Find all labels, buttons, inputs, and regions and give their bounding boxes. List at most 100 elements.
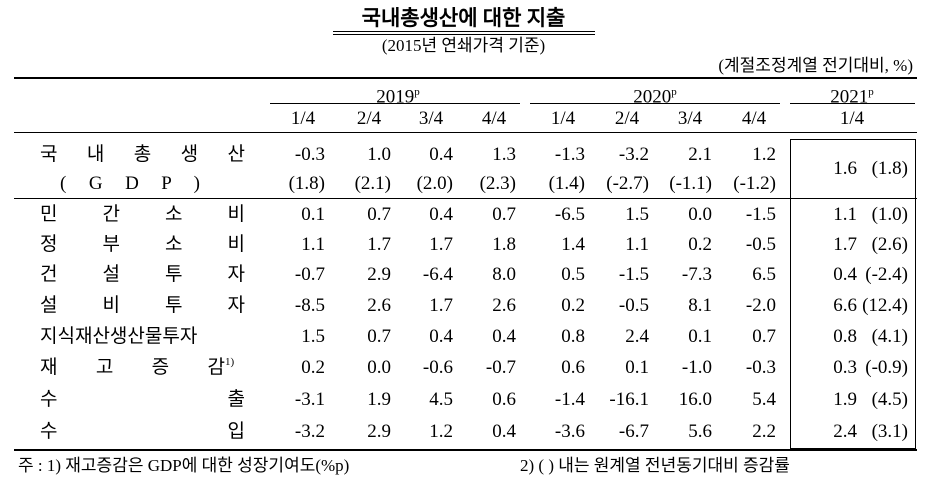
cell: (1.4): [548, 173, 585, 194]
cell: 5.4: [752, 389, 776, 410]
year-rule: [790, 103, 915, 104]
cell: 1.6: [833, 158, 857, 179]
cell: -0.6: [422, 357, 453, 378]
cell: 2.4: [833, 421, 857, 442]
cell: 2.2: [752, 421, 776, 442]
cell: 0.4: [429, 326, 453, 347]
cell: (2.0): [416, 173, 453, 194]
cell: (1.8): [871, 158, 908, 179]
cell: -1.5: [745, 204, 776, 225]
footnote: 주 : 1) 재고증감은 GDP에 대한 성장기여도(%p): [18, 456, 350, 475]
cell: 1.5: [625, 204, 649, 225]
row-label: 수 출: [40, 389, 245, 410]
cell: 0.2: [561, 295, 585, 316]
cell: -0.3: [294, 144, 325, 165]
cell: 16.0: [678, 389, 712, 410]
cell: -2.0: [745, 295, 776, 316]
cell: -3.6: [554, 421, 585, 442]
unit: (계절조정계열 전기대비, %): [718, 56, 913, 75]
cell: 0.6: [561, 357, 585, 378]
row-label: 지식재산생산물투자: [40, 326, 198, 347]
cell: 6.6: [833, 295, 857, 316]
cell: 1.3: [492, 144, 516, 165]
cell: -3.2: [618, 144, 649, 165]
cell: (3.1): [871, 421, 908, 442]
year-sup: p: [868, 86, 874, 98]
rule: [14, 77, 917, 79]
quarter-header: 1/4: [290, 108, 316, 129]
cell: 5.6: [688, 421, 712, 442]
cell: (2.3): [479, 173, 516, 194]
cell: (4.1): [871, 326, 908, 347]
cell: 4.5: [429, 389, 453, 410]
cell: -1.0: [681, 357, 712, 378]
cell: 1.8: [492, 234, 516, 255]
row-label: 민 간 소 비: [40, 204, 245, 225]
cell: (1.8): [288, 173, 325, 194]
year-rule: [530, 103, 780, 104]
cell: 1.1: [301, 234, 325, 255]
cell: 2.9: [367, 421, 391, 442]
cell: 0.4: [833, 264, 857, 285]
cell: -3.2: [294, 421, 325, 442]
cell: 0.1: [688, 326, 712, 347]
year: 2021: [830, 86, 869, 108]
row-label: 수 입: [40, 421, 245, 442]
cell: -6.4: [422, 264, 453, 285]
cell: 1.1: [625, 234, 649, 255]
year: 2020: [633, 86, 672, 108]
cell: -7.3: [681, 264, 712, 285]
cell: 0.4: [429, 144, 453, 165]
cell: 8.0: [492, 264, 516, 285]
quarter-header: 2/4: [614, 108, 640, 129]
cell: 2.9: [367, 264, 391, 285]
cell: 0.4: [492, 421, 516, 442]
cell: 0.5: [561, 264, 585, 285]
cell: 2.6: [492, 295, 516, 316]
year-rule: [270, 103, 520, 104]
cell: 2.4: [625, 326, 649, 347]
quarter-header: 1/4: [839, 108, 865, 129]
cell: 0.0: [688, 204, 712, 225]
cell: -1.3: [554, 144, 585, 165]
cell: -0.7: [294, 264, 325, 285]
cell: (-2.7): [606, 173, 649, 194]
cell: 0.0: [367, 357, 391, 378]
cell: -1.5: [618, 264, 649, 285]
rule: [14, 449, 917, 451]
cell: -16.1: [609, 389, 649, 410]
footnote: 2) ( ) 내는 원계열 전년동기대비 증감률: [520, 456, 790, 475]
cell: 0.6: [492, 389, 516, 410]
cell: 1.7: [367, 234, 391, 255]
year-sup: p: [414, 86, 420, 98]
quarter-header: 3/4: [418, 108, 444, 129]
cell: 0.7: [492, 204, 516, 225]
cell: -0.5: [618, 295, 649, 316]
cell: 2.6: [367, 295, 391, 316]
quarter-header: 4/4: [741, 108, 767, 129]
cell: 1.4: [561, 234, 585, 255]
cell: -6.7: [618, 421, 649, 442]
cell: 0.4: [429, 204, 453, 225]
cell: 8.1: [688, 295, 712, 316]
title-underline: [333, 34, 595, 35]
rule: [14, 198, 917, 199]
cell: (-1.1): [669, 173, 712, 194]
box-2021: [790, 139, 916, 449]
cell: -0.7: [485, 357, 516, 378]
cell: -0.3: [745, 357, 776, 378]
cell: 0.8: [833, 326, 857, 347]
cell: 1.5: [301, 326, 325, 347]
cell: 0.2: [688, 234, 712, 255]
cell: (2.1): [354, 173, 391, 194]
cell: 0.7: [752, 326, 776, 347]
year-header: 2021p: [792, 80, 912, 108]
row-label: 설 비 투 자: [40, 295, 245, 316]
cell: 0.1: [301, 204, 325, 225]
cell: 0.2: [301, 357, 325, 378]
subtitle: (2015년 연쇄가격 기준): [381, 36, 546, 55]
cell: 1.7: [429, 295, 453, 316]
cell: 1.2: [429, 421, 453, 442]
cell: 0.7: [367, 326, 391, 347]
